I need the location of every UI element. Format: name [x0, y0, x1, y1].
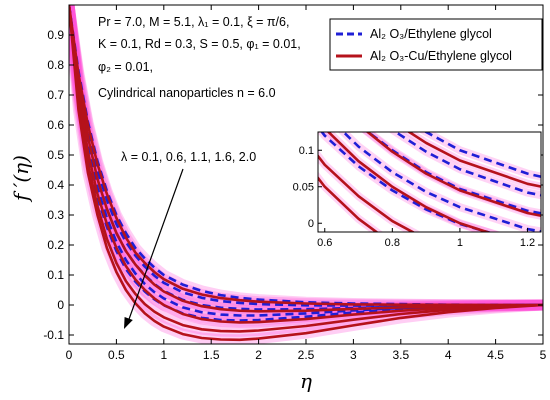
y-tick-label: 0.7 [47, 88, 64, 102]
parameter-line-1: Pr = 7.0, M = 5.1, λ₁ = 0.1, ξ = π/6, [98, 15, 289, 29]
series-solid-curve-4 [69, 5, 543, 342]
x-tick-label: 4 [445, 348, 452, 362]
x-tick-label: 0.5 [108, 348, 125, 362]
x-tick-label: 2.5 [298, 348, 315, 362]
y-tick-label: 0.5 [47, 148, 64, 162]
y-tick-label: 0.2 [47, 238, 64, 252]
inset-y-tick-label: 0.05 [293, 182, 314, 194]
series-solid-curve-2 [69, 5, 543, 324]
parameter-line-4: Cylindrical nanoparticles n = 6.0 [98, 86, 276, 100]
inset-plot: 0.6 0.8 1 1.2 0 0.05 0.1 [293, 131, 542, 249]
inset-solid-curve-1 [365, 132, 541, 217]
inset-y-tick-label: 0 [308, 218, 314, 230]
inset-y-tick-label: 0.1 [299, 145, 314, 157]
inset-x-tick-label: 1.2 [520, 237, 535, 249]
legend-entry-solid: Al₂ O₃-Cu/Ethylene glycol [370, 49, 512, 63]
y-tick-label: 0.9 [47, 28, 64, 42]
inset-dashed-curve-3 [341, 132, 541, 232]
inset-x-tick-label: 0.6 [317, 237, 332, 249]
lambda-annotation: λ = 0.1, 0.6, 1.1, 1.6, 2.0 [121, 150, 256, 164]
y-tick-label: 0.4 [47, 178, 64, 192]
y-tick-label: 0.8 [47, 58, 64, 72]
x-axis-label: η [300, 369, 312, 393]
inset-solid-curve-0 [406, 132, 541, 188]
series-solid-curve-1 [69, 5, 543, 313]
annotation-arrowhead [124, 317, 133, 329]
y-tick-label: 0.1 [47, 268, 64, 282]
inset-frame [317, 131, 542, 233]
inset-x-tick-label: 0.8 [385, 237, 400, 249]
main-series-group [69, 5, 543, 342]
y-tick-label: -0.1 [43, 328, 64, 342]
inset-glow-0-0 [418, 132, 541, 181]
x-tick-label: 1 [160, 348, 167, 362]
inset-series-group [318, 132, 541, 232]
y-tick-label: 0.6 [47, 118, 64, 132]
parameter-line-2: K = 0.1, Rd = 0.3, S = 0.5, φ₁ = 0.01, [98, 37, 301, 51]
series-solid-curve-3 [69, 5, 543, 333]
inset-dashed-curve-1 [393, 132, 541, 197]
series-solid-curve-0 [69, 5, 543, 307]
x-tick-label: 3.5 [392, 348, 409, 362]
annotation-arrow-line [127, 168, 184, 323]
x-tick-label: 1.5 [203, 348, 220, 362]
y-axis-label: f ′(η) [9, 155, 33, 203]
y-tick-label: 0.3 [47, 208, 64, 222]
x-tick-label: 5 [540, 348, 547, 362]
x-tick-label: 4.5 [487, 348, 504, 362]
legend-box [329, 18, 543, 71]
y-tick-label: 0 [57, 298, 64, 312]
x-tick-label: 3 [350, 348, 357, 362]
inset-axes-group: 0.6 0.8 1 1.2 0 0.05 0.1 [293, 131, 542, 249]
x-tick-label: 2 [255, 348, 262, 362]
inset-x-tick-label: 1 [457, 237, 463, 249]
parameter-box: Pr = 7.0, M = 5.1, λ₁ = 0.1, ξ = π/6, K … [98, 15, 301, 100]
legend: Al₂ O₃/Ethylene glycol Al₂ O₃-Cu/Ethylen… [329, 18, 543, 71]
series-dashed-curve-1 [69, 5, 543, 307]
legend-entry-dashed: Al₂ O₃/Ethylene glycol [370, 27, 492, 41]
parameter-line-3: φ₂ = 0.01, [98, 60, 153, 74]
inset-glow-0-2 [361, 132, 541, 218]
main-axes-group: 0 0.5 1 1.5 2 2.5 3 3.5 4 4.5 5-0.100.10.20.30.40.… [43, 4, 547, 362]
x-tick-label: 0 [66, 348, 73, 362]
